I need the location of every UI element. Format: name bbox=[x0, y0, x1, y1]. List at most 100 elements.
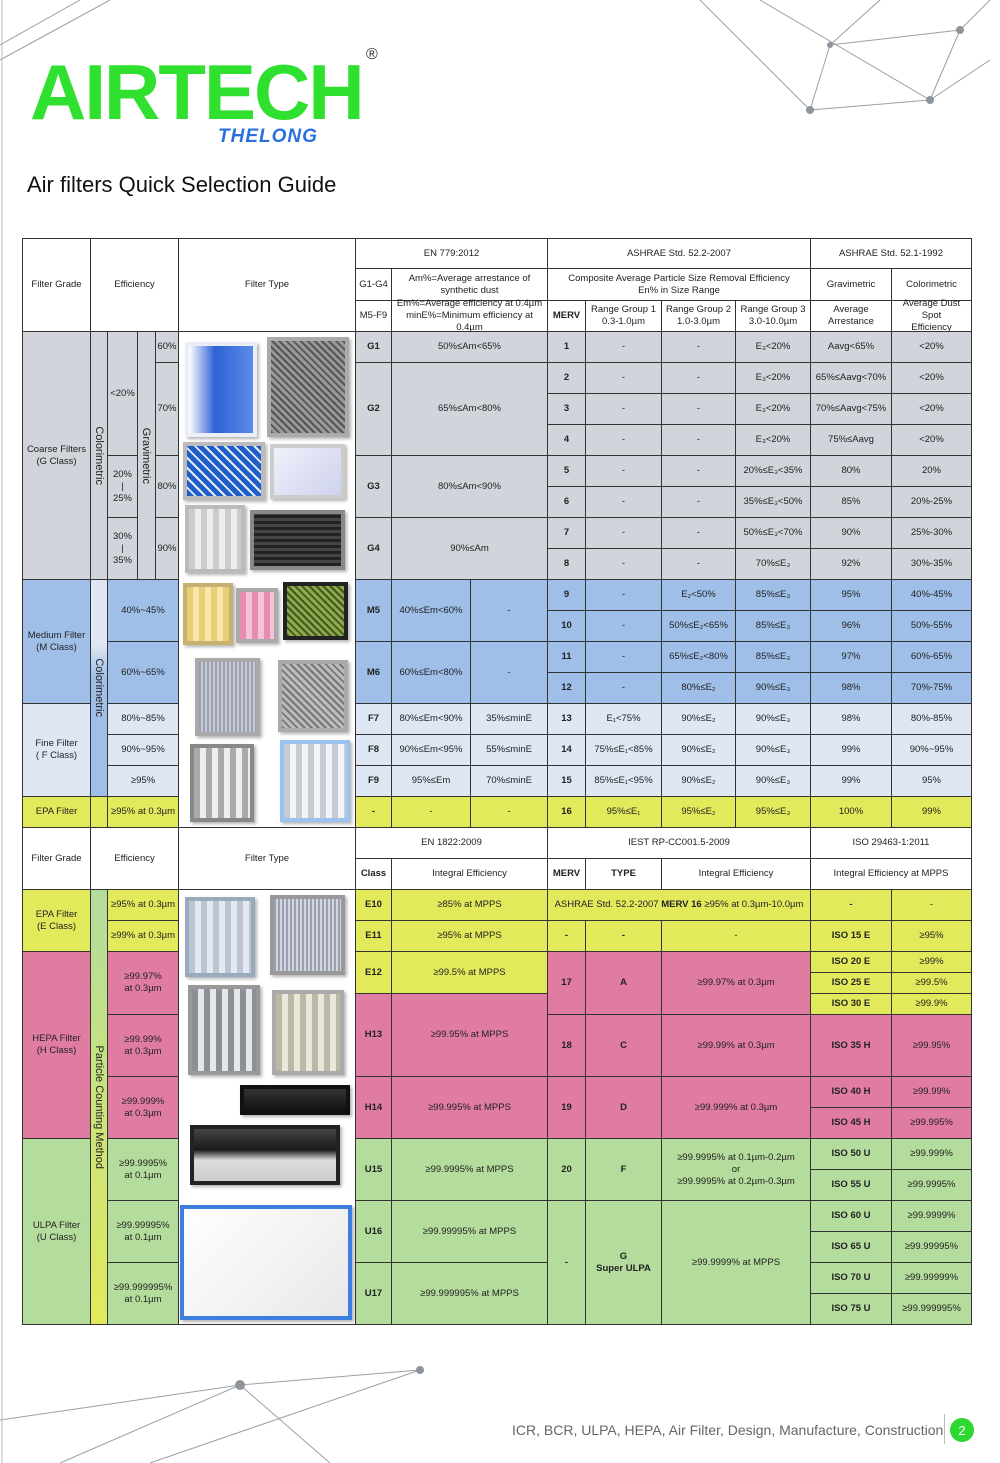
ashrae-cell: - bbox=[585, 424, 662, 456]
en779-minimum-efficiency: 35%≤minE bbox=[470, 703, 548, 735]
ashrae-cell: 85%≤E₁<95% bbox=[585, 765, 662, 797]
brand-sub-logo: THELONG bbox=[218, 126, 318, 147]
ashrae-cell: E₃<20% bbox=[735, 362, 811, 394]
iso-class: ISO 70 U bbox=[810, 1262, 892, 1294]
ashrae-cell: 90%≤E₃ bbox=[735, 703, 811, 735]
iso-efficiency: ≥95% bbox=[891, 920, 972, 952]
ashrae-cell: 90%~95% bbox=[891, 734, 972, 766]
ashrae-cell: 12 bbox=[547, 672, 586, 704]
iest-efficiency: ≥99.9999% at MPPS bbox=[661, 1200, 811, 1325]
panel-filter-image bbox=[270, 444, 345, 499]
iso-class: ISO 40 H bbox=[810, 1076, 892, 1108]
ashrae-cell: 50%≤E₂<65% bbox=[661, 610, 736, 642]
iso-efficiency: ≥99.999% bbox=[891, 1138, 972, 1170]
metal-mesh-filter-image bbox=[267, 337, 349, 437]
footer-divider bbox=[944, 1414, 945, 1444]
iso-class: ISO 35 H bbox=[810, 1014, 892, 1077]
header-iso-integral: Integral Efficiency at MPPS bbox=[810, 858, 972, 890]
iest-type: A bbox=[585, 951, 662, 1015]
en779-class: F7 bbox=[355, 703, 392, 735]
bottom-efficiency: ≥99.97% at 0.3µm bbox=[107, 951, 179, 1015]
gravimetric-vertical-label-text: Gravimetric bbox=[140, 427, 153, 484]
ashrae-cell: 99% bbox=[810, 734, 892, 766]
page-title: Air filters Quick Selection Guide bbox=[27, 172, 337, 197]
grade-epa-e: EPA Filter (E Class) bbox=[22, 889, 91, 952]
en779-minimum-efficiency: 55%≤minE bbox=[470, 734, 548, 766]
colorimetric-vertical-label-mf-text: Colorimetric bbox=[93, 658, 105, 718]
header-filter-type: Filter Type bbox=[178, 238, 356, 332]
gravimetric-vertical-label: Gravimetric bbox=[137, 331, 156, 580]
iest-efficiency: - bbox=[661, 920, 811, 952]
epa-filter-image bbox=[185, 897, 255, 977]
ashrae-cell: 13 bbox=[547, 703, 586, 735]
e10-note-part: ASHRAE Std. 52.2-2007 bbox=[554, 899, 662, 910]
header-dust-spot: Average Dust Spot Efficiency bbox=[891, 298, 972, 333]
iso-efficiency: ≥99.995% bbox=[891, 1107, 972, 1139]
coarse-gravimetric: 90% bbox=[155, 517, 179, 580]
ashrae-cell: 80% bbox=[810, 455, 892, 487]
en1822-class: U16 bbox=[355, 1200, 392, 1263]
en779-arrestance: 50%≤Am<65% bbox=[391, 331, 548, 363]
ashrae-cell: 6 bbox=[547, 486, 586, 518]
ashrae-cell: 10 bbox=[547, 610, 586, 642]
iest-type: G Super ULPA bbox=[585, 1200, 662, 1325]
ashrae-cell: 11 bbox=[547, 641, 586, 673]
coarse-gravimetric: 70% bbox=[155, 362, 179, 456]
bag-filter-pink-image bbox=[236, 588, 278, 643]
en779-minimum-efficiency: - bbox=[470, 579, 548, 642]
iest-merv: 20 bbox=[547, 1138, 586, 1201]
fine-efficiency: 80%~85% bbox=[107, 703, 179, 735]
iso-class: ISO 45 H bbox=[810, 1107, 892, 1139]
iso-efficiency: ≥99% bbox=[891, 951, 972, 973]
hepa-v-bank-image bbox=[188, 985, 260, 1075]
ashrae-cell: 98% bbox=[810, 672, 892, 704]
ashrae-cell: 85%≤E₃ bbox=[735, 610, 811, 642]
iso-class: ISO 55 U bbox=[810, 1169, 892, 1201]
colorimetric-vertical-label: Colorimetric bbox=[90, 331, 108, 580]
hepa-panel-image bbox=[270, 895, 345, 975]
ashrae-cell: 7 bbox=[547, 517, 586, 549]
en1822-class: H14 bbox=[355, 1076, 392, 1139]
header-iso: ISO 29463-1:2011 bbox=[810, 827, 972, 859]
en779-class: G3 bbox=[355, 455, 392, 518]
brand-logo: AIRTECH bbox=[30, 48, 365, 136]
ashrae-cell: - bbox=[585, 610, 662, 642]
iso-class: ISO 65 U bbox=[810, 1231, 892, 1263]
ashrae-cell: 8 bbox=[547, 548, 586, 580]
ashrae-cell: 15 bbox=[547, 765, 586, 797]
en779-class: G4 bbox=[355, 517, 392, 580]
iest-merv: - bbox=[547, 1200, 586, 1325]
bottom-efficiency: ≥99.99995% at 0.1µm bbox=[107, 1200, 179, 1263]
en779-arrestance: 90%≤Am bbox=[391, 517, 548, 580]
coarse-efficiency: 30% | 35% bbox=[107, 517, 138, 580]
ashrae-cell: E₂<50% bbox=[661, 579, 736, 611]
ashrae-cell: 90% bbox=[810, 517, 892, 549]
fan-filter-unit-image bbox=[240, 1085, 350, 1115]
hepa-box-image bbox=[272, 990, 344, 1075]
v-bank-filter-image bbox=[190, 744, 254, 822]
ashrae-cell: <20% bbox=[891, 393, 972, 425]
header-filter-grade: Filter Grade bbox=[22, 238, 91, 332]
bottom-efficiency: ≥99.999% at 0.3µm bbox=[107, 1076, 179, 1139]
grade-coarse: Coarse Filters (G Class) bbox=[22, 331, 91, 580]
iso-efficiency: ≥99.9995% bbox=[891, 1169, 972, 1201]
iso-class: ISO 15 E bbox=[810, 920, 892, 952]
ashrae-cell: 70%≤Aavg<75% bbox=[810, 393, 892, 425]
ashrae-cell: 90%≤E₂ bbox=[661, 703, 736, 735]
ashrae-cell: 35%≤E₃<50% bbox=[735, 486, 811, 518]
en779-average-efficiency: - bbox=[391, 796, 471, 828]
ashrae-cell: - bbox=[585, 517, 662, 549]
header-range-group-3: Range Group 3 3.0-10.0µm bbox=[735, 300, 811, 332]
iest-efficiency: ≥99.9995% at 0.1µm-0.2µm or ≥99.9995% at… bbox=[661, 1138, 811, 1201]
en779-average-efficiency: 60%≤Em<80% bbox=[391, 641, 471, 704]
en779-average-efficiency: 95%≤Em bbox=[391, 765, 471, 797]
iest-merv: 18 bbox=[547, 1014, 586, 1077]
en779-average-efficiency: 40%≤Em<60% bbox=[391, 579, 471, 642]
iest-type: - bbox=[585, 920, 662, 952]
filter-roll-media-image bbox=[185, 342, 257, 437]
pleated-panel-filter-image bbox=[183, 442, 265, 500]
ashrae-cell: - bbox=[661, 362, 736, 394]
coarse-gravimetric: 60% bbox=[155, 331, 179, 363]
en1822-efficiency: ≥99.5% at MPPS bbox=[391, 951, 548, 994]
